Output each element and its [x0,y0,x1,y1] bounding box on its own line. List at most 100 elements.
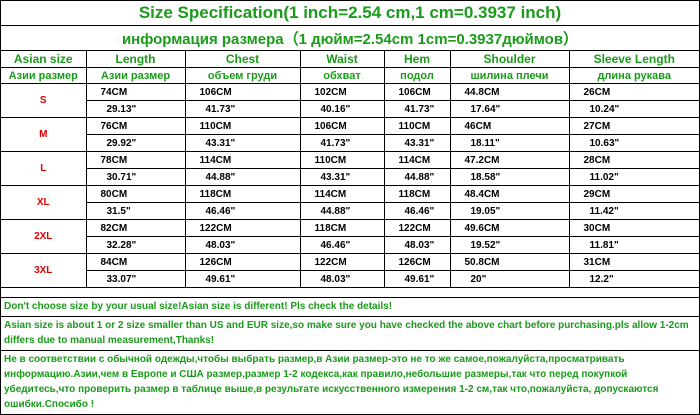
table-cell: 19.52" [449,236,570,254]
table-cell: 11.42" [568,202,699,220]
table-cell: 19.05" [449,202,570,220]
table-row: 29.92" 43.31" 41.73" 43.31" 18.11" 10.63… [1,134,699,152]
table-cell: 106CM [299,117,385,135]
header-cell: Азии размер [1,67,87,84]
table-cell: 78CM [85,151,186,169]
table-cell: 43.31" [184,134,301,152]
table-cell: 46.46" [383,202,451,220]
table-cell: 114CM [383,151,451,169]
table-cell: 46.46" [184,202,301,220]
note-asian-size: Asian size is about 1 or 2 size smaller … [1,316,699,350]
header-cell: Asian size [1,51,87,68]
table-cell: 31CM [568,253,699,271]
header-cell: подол [383,67,451,84]
header-cell: Sleeve Length [568,51,699,68]
size-label: M [1,117,87,152]
table-cell: 46.46" [299,236,385,254]
table-cell: 11.02" [568,168,699,186]
table-cell: 10.24" [568,100,699,118]
table-cell: 106CM [184,83,301,101]
table-row: S 74CM 106CM 102CM 106CM 44.8CM 26CM [1,83,699,118]
header-cell: Hem [383,51,451,68]
title-russian: информация размера（1 дюйм=2.54cm 1cm=0.3… [1,26,699,51]
table-cell: 110CM [383,117,451,135]
size-label: 3XL [1,253,87,288]
table-row: 3XL 84CM 126CM 122CM 126CM 50.8CM 31CM [1,253,699,288]
table-row: L 78CM 114CM 110CM 114CM 47.2CM 28CM [1,151,699,186]
table-cell: 49.61" [383,270,451,288]
table-cell: 44.88" [383,168,451,186]
table-cell: 74CM [85,83,186,101]
size-label: 2XL [1,219,87,254]
table-cell: 76CM [85,117,186,135]
table-cell: 32.28" [86,236,186,254]
table-cell: 114CM [184,151,301,169]
table-cell: 48.4CM [449,185,570,203]
table-cell: 84CM [85,253,186,271]
table-cell: 33.07" [86,270,186,288]
table-cell: 118CM [299,219,385,237]
size-label: S [1,83,87,118]
table-cell: 102CM [299,83,385,101]
table-cell: 18.11" [449,134,570,152]
table-cell: 41.73" [383,100,451,118]
header-cell: обхват [299,67,385,84]
table-cell: 49.6CM [449,219,570,237]
table-cell: 18.58" [449,168,570,186]
table-row: 30.71" 44.88" 43.31" 44.88" 18.58" 11.02… [1,168,699,186]
table-cell: 122CM [383,219,451,237]
table-cell: 122CM [184,219,301,237]
table-cell: 29.92" [86,134,186,152]
size-label: L [1,151,87,186]
table-cell: 44.8CM [449,83,570,101]
table-cell: 110CM [184,117,301,135]
table-cell: 12.2" [568,270,699,288]
table-row: M 76CM 110CM 106CM 110CM 46CM 27CM [1,117,699,152]
table-cell: 48.03" [383,236,451,254]
table-cell: 41.73" [184,100,301,118]
table-row: 31.5" 46.46" 44.88" 46.46" 19.05" 11.42" [1,202,699,220]
table-cell: 43.31" [299,168,385,186]
header-cell: Length [85,51,186,68]
size-table: Asian size Length Chest Waist Hem Should… [1,51,699,288]
table-cell: 31.5" [86,202,186,220]
table-cell: 47.2CM [449,151,570,169]
table-cell: 118CM [184,185,301,203]
table-cell: 114CM [299,185,385,203]
header-cell: объем груди [184,67,301,84]
table-row: 33.07" 49.61" 48.03" 49.61" 20" 12.2" [1,270,699,288]
table-cell: 106CM [383,83,451,101]
header-row-russian: Азии размер Азии размер объем груди обхв… [1,67,699,84]
table-row: XL 80CM 118CM 114CM 118CM 48.4CM 29CM [1,185,699,220]
table-cell: 122CM [299,253,385,271]
notes-section: Don't choose size by your usual size!Asi… [1,297,699,414]
header-cell: Азии размер [85,67,186,84]
table-cell: 29CM [568,185,699,203]
table-cell: 27CM [568,117,699,135]
size-label: XL [1,185,87,220]
note-warning: Don't choose size by your usual size!Asi… [1,297,699,316]
table-cell: 29.13" [86,100,186,118]
table-cell: 80CM [85,185,186,203]
header-cell: Waist [299,51,385,68]
table-cell: 126CM [184,253,301,271]
table-cell: 20" [449,270,570,288]
header-cell: шилина плечи [449,67,570,84]
table-cell: 49.61" [184,270,301,288]
title-english: Size Specification(1 inch=2.54 cm,1 cm=0… [1,1,699,26]
table-cell: 44.88" [299,202,385,220]
table-cell: 48.03" [184,236,301,254]
table-cell: 10.63" [568,134,699,152]
header-cell: Shoulder [449,51,570,68]
table-cell: 118CM [383,185,451,203]
table-cell: 43.31" [383,134,451,152]
table-cell: 82CM [85,219,186,237]
table-cell: 40.16" [299,100,385,118]
table-cell: 17.64" [449,100,570,118]
table-cell: 48.03" [299,270,385,288]
table-cell: 50.8CM [449,253,570,271]
header-cell: длина рукава [568,67,699,84]
table-cell: 110CM [299,151,385,169]
table-row: 2XL 82CM 122CM 118CM 122CM 49.6CM 30CM [1,219,699,254]
